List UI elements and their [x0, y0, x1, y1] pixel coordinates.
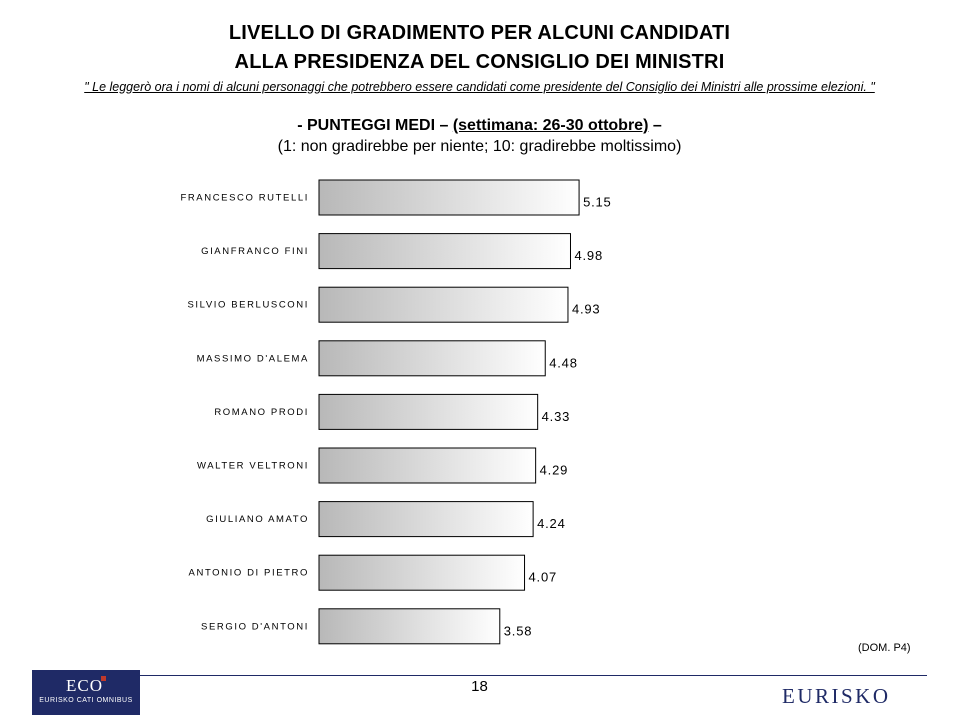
value-label: 4.29 — [540, 463, 569, 478]
value-label: 4.07 — [529, 570, 558, 585]
bar-5 — [318, 447, 537, 484]
bar-1 — [318, 233, 571, 270]
bar-0 — [318, 179, 580, 216]
eco-logo-subtext: EURISKO CATI OMNIBUS — [39, 697, 133, 704]
subtitle-week: (settimana: 26-30 ottobre) — [452, 117, 649, 134]
category-label: MASSIMO D'ALEMA — [197, 353, 309, 364]
chart-title-line1: LIVELLO DI GRADIMENTO PER ALCUNI CANDIDA… — [228, 22, 731, 44]
category-label: SILVIO BERLUSCONI — [187, 300, 309, 311]
category-label: ROMANO PRODI — [214, 407, 309, 418]
eco-logo: ECO EURISKO CATI OMNIBUS — [32, 670, 140, 715]
value-label: 3.58 — [504, 623, 533, 638]
bar-8 — [318, 608, 501, 645]
category-label: WALTER VELTRONI — [197, 461, 309, 472]
footer-divider — [140, 675, 927, 676]
bar-4 — [318, 393, 539, 430]
eco-logo-text: ECO — [66, 676, 103, 695]
value-label: 4.93 — [572, 302, 601, 317]
category-label: FRANCESCO RUTELLI — [180, 193, 309, 204]
subtitle-prefix: - PUNTEGGI MEDI – — [297, 117, 453, 134]
scale-note: (1: non gradirebbe per niente; 10: gradi… — [277, 138, 682, 155]
source-note: (DOM. P4) — [858, 642, 911, 654]
value-label: 4.98 — [574, 248, 603, 263]
bar-3 — [318, 340, 546, 377]
category-label: SERGIO D'ANTONI — [201, 621, 309, 632]
chart-title-line2: ALLA PRESIDENZA DEL CONSIGLIO DEI MINIST… — [234, 51, 725, 73]
eurisko-logo: EURISKO — [782, 684, 891, 708]
eco-logo-dot — [101, 676, 106, 681]
value-label: 4.33 — [542, 409, 571, 424]
category-label: ANTONIO DI PIETRO — [189, 568, 309, 579]
category-label: GIULIANO AMATO — [206, 514, 309, 525]
survey-question: " Le leggerò ora i nomi di alcuni person… — [84, 80, 875, 94]
bar-6 — [318, 501, 534, 538]
subtitle-suffix: – — [648, 117, 662, 134]
page-number: 18 — [471, 678, 488, 695]
bar-7 — [318, 554, 526, 591]
value-label: 4.48 — [549, 355, 578, 370]
category-label: GIANFRANCO FINI — [201, 246, 309, 257]
bar-2 — [318, 286, 569, 323]
value-label: 5.15 — [583, 195, 612, 210]
chart-subtitle: - PUNTEGGI MEDI – (settimana: 26-30 otto… — [0, 117, 959, 135]
value-label: 4.24 — [537, 516, 566, 531]
